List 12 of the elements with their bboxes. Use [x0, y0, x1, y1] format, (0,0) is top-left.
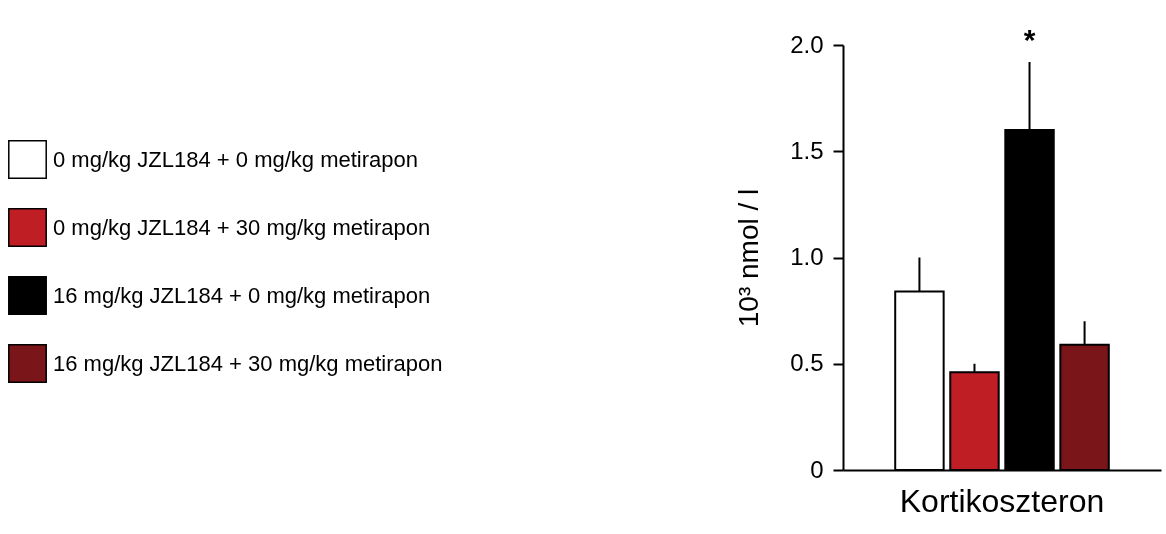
legend-label: 16 mg/kg JZL184 + 30 mg/kg metirapon	[53, 350, 443, 376]
x-tick-label: Kortikoszteron	[899, 482, 1105, 519]
legend-label: 0 mg/kg JZL184 + 0 mg/kg metirapon	[53, 146, 419, 172]
y-tick-label: 0	[810, 455, 824, 483]
y-tick-label: 2.0	[790, 30, 824, 58]
legend-label: 0 mg/kg JZL184 + 30 mg/kg metirapon	[53, 214, 431, 240]
y-tick-label: 1.0	[790, 243, 824, 270]
y-tick-label: 0.5	[790, 349, 824, 377]
annotation: *	[1023, 23, 1036, 56]
y-axis-title: 10³ nmol / l	[733, 188, 765, 328]
y-tick-label: 1.5	[790, 136, 824, 164]
legend-label: 16 mg/kg JZL184 + 0 mg/kg metirapon	[53, 282, 431, 308]
